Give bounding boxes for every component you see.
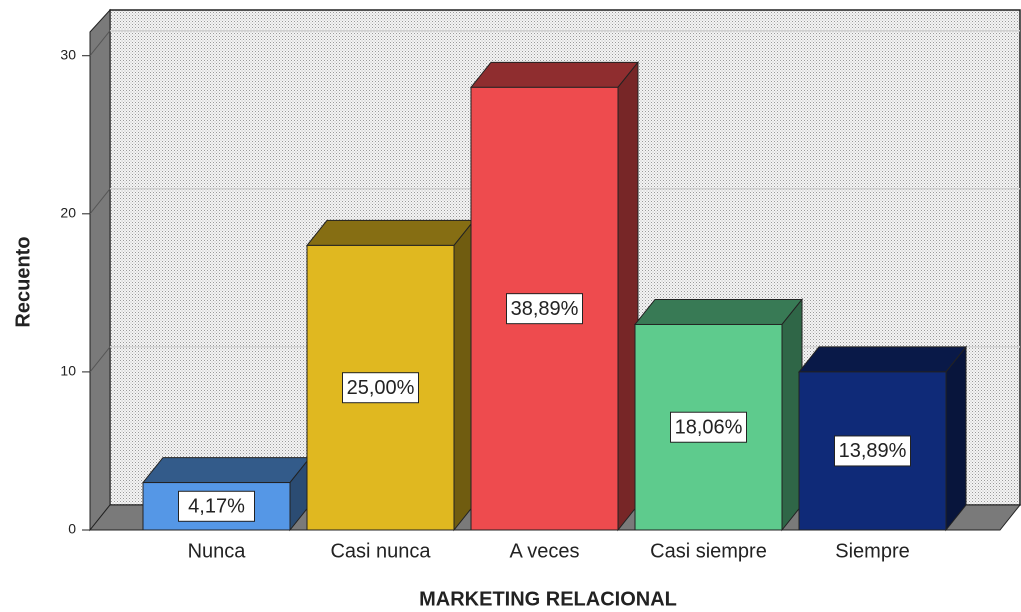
data-label: 18,06% [675,417,743,439]
data-label: 38,89% [511,298,579,320]
data-label-box [506,293,583,325]
grid-line [89,346,111,373]
grid-line [89,188,111,215]
x-tick-label: Siempre [835,540,909,562]
data-label-box [178,490,255,522]
data-label-box [670,411,747,443]
bar-top [469,61,640,88]
x-axis-title: MARKETING RELACIONAL [419,588,677,610]
y-tick-label: 20 [60,205,76,221]
bar-top [633,298,804,325]
x-tick-label: A veces [509,540,579,562]
y-axis-title: Recuento [12,236,34,327]
bar-side [945,345,967,532]
y-tick-label: 0 [68,521,76,537]
data-label-box [342,372,419,404]
x-tick-label: Casi nunca [330,540,431,562]
x-tick-label: Casi siempre [650,540,767,562]
x-tick-label: Nunca [188,540,247,562]
y-tick-label: 30 [60,46,76,62]
bar-top [141,457,312,484]
data-label-box [834,435,911,467]
data-label: 4,17% [188,496,245,518]
bar-top [305,219,476,246]
y-tick-label: 10 [60,363,76,379]
data-label: 13,89% [839,440,907,462]
bar-top [797,346,968,373]
left-wall [89,8,111,532]
data-label: 25,00% [347,377,415,399]
grid-line [89,30,111,57]
